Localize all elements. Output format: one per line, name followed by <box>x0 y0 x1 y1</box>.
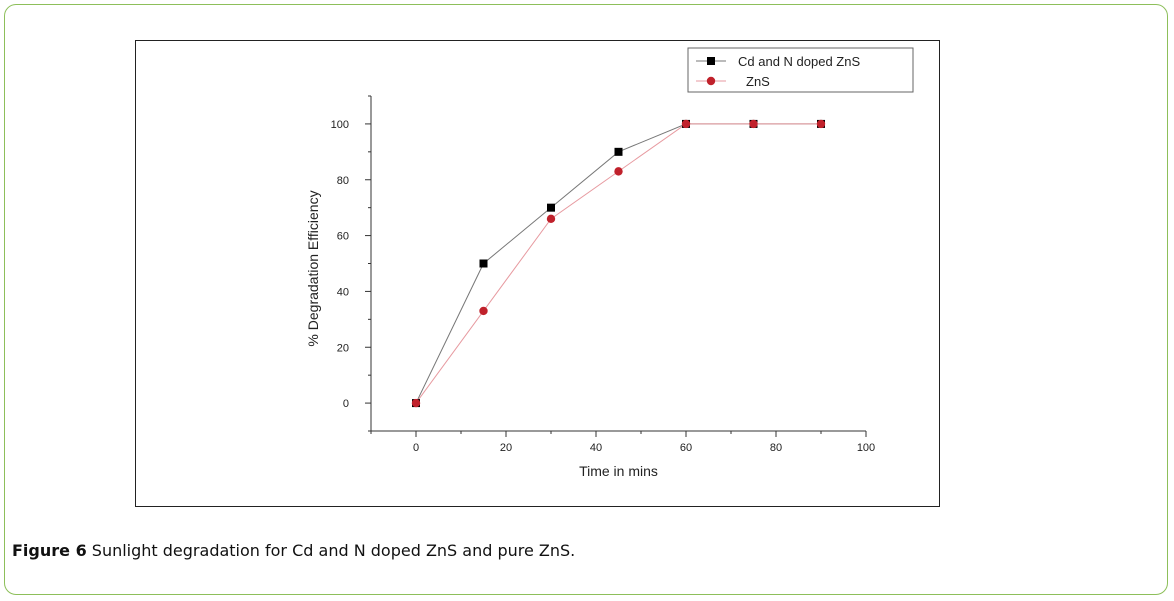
data-point-circle <box>479 306 488 316</box>
series-line-2 <box>415 123 821 404</box>
legend-label: Cd and N doped ZnS <box>738 54 860 69</box>
x-tick-label: 80 <box>770 442 782 454</box>
data-point-square <box>614 147 623 156</box>
axes: 0 20 40 60 80 100 0 20 40 60 80 100 Time in mins % De… <box>305 95 875 479</box>
data-point-circle <box>749 119 758 129</box>
y-tick-label: 80 <box>337 175 349 187</box>
y-tick-label: 20 <box>337 342 349 354</box>
series-points <box>411 119 826 408</box>
x-tick-label: 100 <box>857 442 875 454</box>
figure-frame <box>4 4 1168 595</box>
y-tick-label: 40 <box>337 286 349 298</box>
data-point-circle <box>546 214 556 224</box>
x-axis-title: Time in mins <box>579 463 658 479</box>
data-point-circle <box>614 167 623 176</box>
data-point-circle <box>411 398 421 408</box>
series-line-1 <box>415 123 821 404</box>
legend: Cd and N doped ZnS ZnS <box>687 47 914 93</box>
y-tick-label: 0 <box>343 398 349 410</box>
x-tick-label: 0 <box>413 442 419 454</box>
y-axis-title: % Degradation Efficiency <box>305 190 321 346</box>
x-tick-label: 60 <box>680 442 692 454</box>
data-point-square <box>479 259 488 268</box>
y-tick-label: 100 <box>331 119 349 131</box>
legend-label: ZnS <box>746 74 770 89</box>
chart-container: 0 20 40 60 80 100 0 20 40 60 80 100 Time in mins % De… <box>135 40 940 507</box>
x-tick-label: 40 <box>590 442 602 454</box>
data-point-square <box>547 203 555 212</box>
line-chart: 0 20 40 60 80 100 0 20 40 60 80 100 Time in mins % De… <box>305 47 914 479</box>
y-tick-label: 60 <box>337 231 349 243</box>
legend-box <box>687 47 914 93</box>
series-lines <box>415 123 821 404</box>
caption-label: Figure 6 <box>12 541 87 560</box>
legend-marker-circle <box>706 76 716 86</box>
legend-marker-square <box>707 57 715 65</box>
x-tick-label: 20 <box>500 442 512 454</box>
data-point-circle <box>816 119 826 129</box>
caption-text: Sunlight degradation for Cd and N doped … <box>86 541 576 560</box>
figure-caption: Figure 6 Sunlight degradation for Cd and… <box>12 541 575 560</box>
data-point-circle <box>681 119 691 129</box>
